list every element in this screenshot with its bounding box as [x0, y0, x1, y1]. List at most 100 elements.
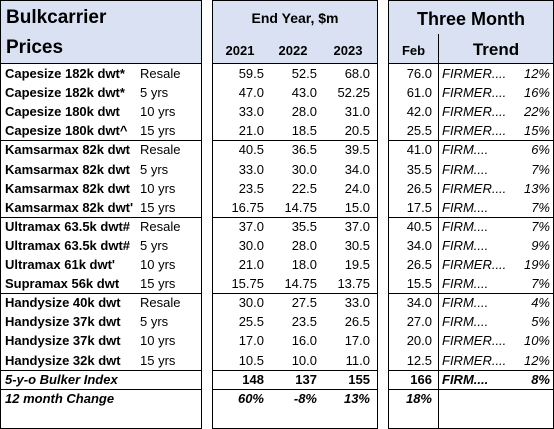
vessel-name: Kamsarmax 82k dwt — [5, 142, 131, 158]
trend-percent: 4% — [531, 295, 550, 311]
year-2022-header: 2022 — [278, 43, 308, 58]
trend-percent: 7% — [531, 218, 550, 234]
trend-text: FIRM.... — [442, 199, 489, 215]
value-2022: 43.0 — [291, 85, 317, 101]
value-feb: 20.0 — [406, 333, 432, 349]
index-trend: FIRM.... — [442, 371, 489, 387]
value-2021: 15.75 — [231, 276, 264, 292]
value-2022: 27.5 — [291, 295, 317, 311]
value-feb: 26.5 — [406, 180, 432, 196]
value-feb: 61.0 — [406, 85, 432, 101]
trend-percent: 19% — [523, 257, 550, 272]
value-feb: 42.0 — [406, 104, 432, 120]
vessel-age: Resale — [140, 218, 181, 234]
feb-divider — [438, 34, 439, 428]
change-2021: 60% — [237, 390, 264, 406]
group-rule-0 — [0, 293, 202, 294]
vessel-name: Kamsarmax 82k dwt' — [5, 199, 134, 215]
year-2021-header: 2021 — [225, 43, 255, 58]
value-2023: 13.75 — [337, 276, 370, 292]
value-2021: 40.5 — [238, 142, 264, 158]
value-feb: 40.5 — [406, 218, 432, 234]
trend-header: Trend — [472, 40, 520, 59]
trend-percent: 5% — [531, 314, 550, 330]
trend-text: FIRM.... — [442, 237, 489, 253]
vessel-age: 10 yrs — [140, 333, 176, 349]
value-2021: 21.0 — [238, 257, 264, 272]
value-feb: 76.0 — [406, 66, 432, 81]
value-2022: 14.75 — [284, 276, 317, 292]
value-2022: 16.0 — [291, 333, 317, 349]
value-2023: 24.0 — [344, 180, 370, 196]
vessel-name: Capesize 180k dwt — [5, 104, 120, 120]
value-2021: 25.5 — [238, 314, 264, 330]
vessel-name: Kamsarmax 82k dwt — [5, 180, 131, 196]
group-rule-1 — [212, 217, 378, 218]
change-2022: -8% — [293, 390, 317, 406]
trend-text: FIRM.... — [442, 276, 489, 292]
change-feb: 18% — [405, 390, 432, 406]
group-rule-2 — [388, 140, 554, 141]
vessel-name: Capesize 182k dwt* — [5, 85, 125, 101]
index-feb: 166 — [410, 371, 432, 387]
value-2023: 30.5 — [344, 237, 370, 253]
value-2023: 52.25 — [337, 85, 370, 101]
trend-percent: 15% — [523, 123, 550, 139]
value-2021: 30.0 — [238, 295, 264, 311]
group-rule-2 — [388, 293, 554, 294]
value-2021: 30.0 — [238, 237, 264, 253]
change-2023: 13% — [343, 390, 370, 406]
index-rule-1 — [212, 389, 378, 390]
index-rule-0 — [0, 389, 202, 390]
trend-percent: 13% — [523, 180, 550, 196]
trend-text: FIRMER.... — [442, 123, 507, 139]
vessel-age: 10 yrs — [140, 257, 176, 272]
value-2023: 34.0 — [344, 161, 370, 177]
value-2023: 19.5 — [344, 257, 370, 272]
value-2021: 21.0 — [238, 123, 264, 139]
group-rule-1 — [212, 140, 378, 141]
value-2022: 28.0 — [291, 237, 317, 253]
index-2023: 155 — [348, 371, 370, 387]
trend-text: FIRM.... — [442, 295, 489, 311]
value-2021: 33.0 — [238, 161, 264, 177]
group-rule-0 — [0, 370, 202, 371]
value-2023: 33.0 — [344, 295, 370, 311]
value-feb: 25.5 — [406, 123, 432, 139]
feb-header: Feb — [401, 43, 426, 58]
value-2021: 17.0 — [238, 333, 264, 349]
trend-text: FIRMER.... — [442, 104, 507, 120]
trend-text: FIRMER.... — [442, 352, 507, 368]
vessel-name: Capesize 180k dwt^ — [5, 123, 128, 139]
trend-percent: 7% — [531, 276, 550, 292]
vessel-age: 5 yrs — [140, 161, 169, 177]
value-2022: 28.0 — [291, 104, 317, 120]
value-2023: 37.0 — [344, 218, 370, 234]
trend-text: FIRMER.... — [442, 85, 507, 101]
index-rule-2 — [388, 389, 554, 390]
value-feb: 26.5 — [406, 257, 432, 272]
end-year-header-bg — [213, 1, 377, 63]
trend-text: FIRM.... — [442, 161, 489, 177]
value-2022: 36.5 — [291, 142, 317, 158]
vessel-name: Kamsarmax 82k dwt — [5, 161, 131, 177]
value-2023: 31.0 — [344, 104, 370, 120]
trend-percent: 10% — [523, 333, 550, 349]
value-2021: 16.75 — [231, 199, 264, 215]
group-rule-0 — [0, 217, 202, 218]
value-feb: 41.0 — [406, 142, 432, 158]
vessel-age: 15 yrs — [140, 199, 176, 215]
value-2023: 26.5 — [344, 314, 370, 330]
trend-percent: 12% — [523, 352, 550, 368]
group-rule-1 — [212, 370, 378, 371]
group-rule-2 — [388, 217, 554, 218]
three-month-title: Three Month — [417, 9, 525, 29]
value-2021: 33.0 — [238, 104, 264, 120]
trend-text: FIRMER.... — [442, 180, 507, 196]
table-title-line2: Prices — [6, 37, 64, 58]
index-percent: 8% — [531, 371, 550, 387]
header-rule-mid — [212, 63, 378, 64]
vessel-age: 5 yrs — [140, 85, 169, 101]
group-rule-0 — [0, 140, 202, 141]
trend-header-bg — [389, 1, 553, 63]
